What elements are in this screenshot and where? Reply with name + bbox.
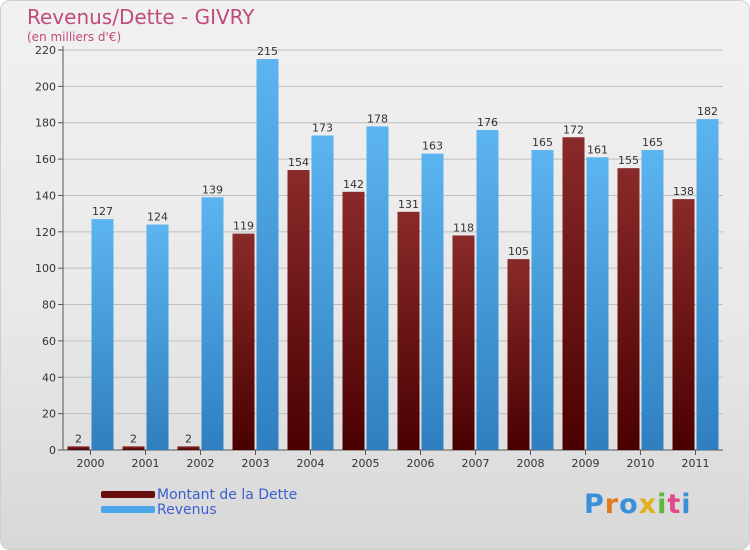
x-tick-label: 2003	[242, 457, 270, 470]
y-tick-label: 120	[35, 226, 56, 239]
data-label: 2	[130, 432, 137, 445]
x-tick-label: 2005	[352, 457, 380, 470]
data-label: 165	[532, 136, 553, 149]
proxiti-logo: Proxiti	[584, 489, 692, 520]
x-tick-label: 2001	[132, 457, 160, 470]
legend-label-revenus: Revenus	[157, 501, 217, 518]
y-tick-label: 100	[35, 262, 56, 275]
bar-dette	[452, 235, 475, 450]
data-label: 124	[147, 211, 168, 224]
bar-revenus	[146, 224, 169, 450]
data-label: 161	[587, 143, 608, 156]
chart-subtitle: (en milliers d'€)	[27, 30, 122, 44]
data-label: 2	[75, 432, 82, 445]
x-tick-label: 2000	[77, 457, 105, 470]
bar-revenus	[531, 150, 554, 450]
data-label: 172	[563, 123, 584, 136]
data-label: 127	[92, 205, 113, 218]
bar-revenus	[311, 135, 334, 451]
data-label: 215	[257, 45, 278, 58]
x-tick-label: 2006	[407, 457, 435, 470]
legend-swatch-revenus	[101, 506, 155, 513]
y-tick-label: 220	[35, 44, 56, 57]
y-tick-label: 80	[42, 299, 56, 312]
x-tick-label: 2011	[682, 457, 710, 470]
y-tick-label: 140	[35, 189, 56, 202]
logo-letter: i	[657, 489, 668, 520]
data-label: 176	[477, 116, 498, 129]
chart-legend: Montant de la Dette Revenus	[101, 486, 298, 518]
bar-dette	[342, 191, 365, 450]
bar-dette	[287, 170, 310, 450]
logo-letter: r	[604, 489, 620, 520]
bar-dette	[397, 211, 420, 450]
bar-revenus	[201, 197, 224, 450]
data-label: 105	[508, 245, 529, 258]
data-label: 118	[453, 221, 474, 234]
x-tick-label: 2008	[517, 457, 545, 470]
y-tick-label: 180	[35, 117, 56, 130]
legend-item-dette: Montant de la Dette	[101, 486, 298, 503]
x-tick-label: 2010	[627, 457, 655, 470]
data-label: 182	[697, 105, 718, 118]
logo-letter: P	[584, 489, 605, 520]
bar-revenus	[586, 157, 609, 451]
y-tick-label: 60	[42, 335, 56, 348]
data-label: 154	[288, 156, 309, 169]
bar-revenus	[366, 126, 389, 450]
logo-letter: x	[638, 489, 658, 520]
data-label: 173	[312, 121, 333, 134]
bar-revenus	[641, 150, 664, 450]
x-tick-label: 2002	[187, 457, 215, 470]
y-tick-label: 40	[42, 371, 56, 384]
data-label: 138	[673, 185, 694, 198]
logo-letter: o	[619, 489, 639, 520]
legend-label-dette: Montant de la Dette	[157, 486, 298, 503]
data-label: 139	[202, 183, 223, 196]
bar-revenus	[696, 119, 719, 450]
x-tick-label: 2004	[297, 457, 325, 470]
bar-dette	[67, 446, 90, 450]
bar-revenus	[476, 130, 499, 450]
bar-dette	[562, 137, 585, 451]
bar-dette	[122, 446, 145, 450]
data-label: 165	[642, 136, 663, 149]
bar-dette	[507, 259, 530, 450]
y-tick-label: 160	[35, 153, 56, 166]
data-label: 142	[343, 178, 364, 191]
chart-title: Revenus/Dette - GIVRY	[27, 5, 255, 29]
x-tick-label: 2007	[462, 457, 490, 470]
data-label: 155	[618, 154, 639, 167]
y-tick-label: 200	[35, 80, 56, 93]
x-tick-label: 2009	[572, 457, 600, 470]
legend-item-revenus: Revenus	[101, 501, 297, 518]
data-label: 131	[398, 198, 419, 211]
data-label: 163	[422, 140, 443, 153]
data-label: 178	[367, 112, 388, 125]
bar-revenus	[256, 59, 279, 450]
data-label: 119	[233, 220, 254, 233]
bar-dette	[232, 233, 255, 450]
bar-revenus	[91, 219, 114, 450]
y-tick-label: 20	[42, 408, 56, 421]
logo-letter: i	[681, 489, 692, 520]
y-tick-label: 0	[49, 444, 56, 457]
bar-revenus	[421, 153, 444, 451]
data-label: 2	[185, 432, 192, 445]
bar-dette	[177, 446, 200, 450]
bar-dette	[672, 199, 695, 450]
bar-dette	[617, 168, 640, 450]
legend-swatch-dette	[101, 491, 155, 498]
logo-letter: t	[667, 489, 682, 520]
